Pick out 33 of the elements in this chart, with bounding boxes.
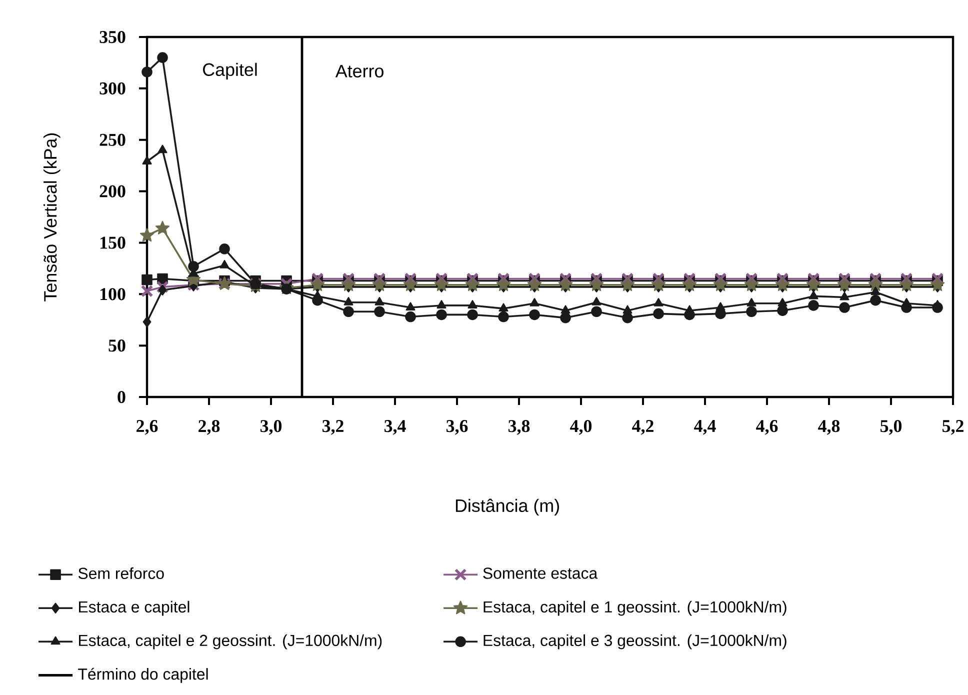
y-tick-label: 50 [108, 340, 126, 352]
x-tick-label: 4,8 [818, 420, 840, 435]
x-tick-label: 4,6 [756, 420, 778, 435]
y-axis-title: Tensão Vertical (kPa) [44, 133, 60, 302]
x-tick-label: 3,6 [446, 420, 468, 435]
x-tick-label: 2,6 [136, 420, 158, 435]
x-tick-label: 5,2 [942, 420, 964, 435]
x-tick-label: 2,8 [198, 420, 220, 435]
y-tick-label: 250 [100, 134, 126, 146]
y-tick-label: 0 [118, 390, 126, 404]
x-tick-label: 3,8 [508, 420, 530, 435]
x-tick-label: 3,2 [322, 420, 344, 435]
annotation: Capitel [203, 62, 257, 80]
legend-label: Somente estaca [483, 568, 598, 579]
x-tick-label: 3,4 [384, 420, 406, 435]
annotation: Aterro [335, 64, 384, 78]
legend-label: Estaca, capitel e 1 geossint. (J=1000kN/m) [484, 600, 786, 616]
legend-label: Sem reforco [78, 567, 164, 580]
x-tick-label: 3,0 [260, 420, 282, 435]
legend-label: Estaca e capitel [79, 600, 190, 616]
y-tick-label: 350 [100, 30, 126, 44]
legend-label: Estaca, capitel e 2 geossint. (J=1000kN/m) [79, 634, 382, 650]
x-tick-label: 4,4 [694, 420, 716, 435]
legend-label: Estaca, capitel e 3 geossint. (J=1000kN/m) [484, 634, 786, 650]
y-tick-label: 200 [100, 185, 126, 198]
x-axis-title: Distância (m) [456, 498, 559, 516]
y-tick-label: 150 [100, 236, 126, 249]
x-tick-label: 5,0 [880, 420, 902, 435]
y-tick-label: 300 [100, 82, 126, 94]
x-tick-label: 4,0 [570, 420, 592, 435]
y-tick-label: 100 [100, 288, 126, 300]
legend-label: Término do capitel [78, 668, 208, 683]
x-tick-label: 4,2 [632, 420, 654, 435]
